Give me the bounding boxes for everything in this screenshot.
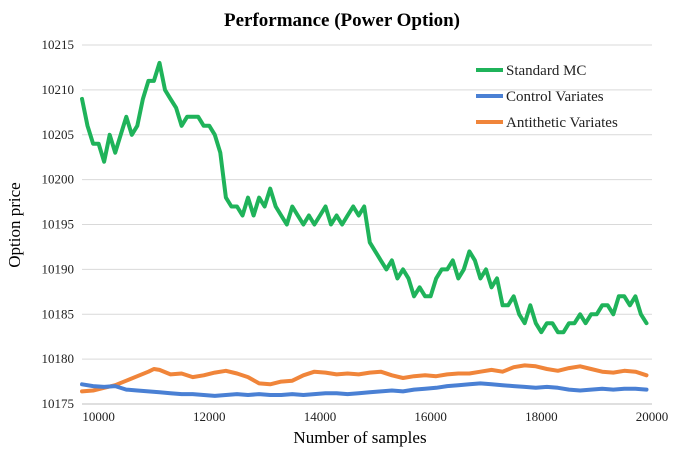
x-tick-label: 16000 [414, 409, 447, 424]
x-tick-label: 12000 [193, 409, 226, 424]
y-tick-label: 10175 [42, 396, 75, 411]
legend-label-standard-mc: Standard MC [506, 63, 586, 79]
series-line-control-variates [80, 381, 649, 398]
series-lines [80, 60, 649, 398]
legend-label-control-variates: Control Variates [506, 89, 604, 105]
y-tick-label: 10200 [42, 172, 75, 187]
legend: Standard MC Control Variates Antithetic Va… [476, 63, 618, 131]
x-tick-label: 20000 [636, 409, 669, 424]
y-tick-label: 10180 [42, 351, 75, 366]
x-axis-title: Number of samples [293, 428, 426, 447]
legend-label-antithetic-variates: Antithetic Variates [506, 115, 618, 131]
chart-title: Performance (Power Option) [224, 10, 460, 31]
y-tick-label: 10190 [42, 261, 75, 276]
x-tick-label: 10000 [82, 409, 115, 424]
x-tick-label: 14000 [304, 409, 337, 424]
gridlines [82, 44, 652, 360]
x-axis-ticks: 10000 12000 14000 16000 18000 20000 [82, 409, 668, 424]
x-tick-label: 18000 [525, 409, 558, 424]
y-tick-label: 10195 [42, 217, 75, 232]
y-tick-label: 10185 [42, 306, 75, 321]
series-line-antithetic-variates [80, 363, 649, 394]
y-tick-label: 10215 [42, 37, 75, 52]
y-axis-ticks: 10175 10180 10185 10190 10195 10200 10205 10210… [42, 37, 75, 411]
y-tick-label: 10205 [42, 127, 75, 142]
y-tick-label: 10210 [42, 82, 75, 97]
y-axis-title: Option price [5, 182, 24, 267]
series-line-standard-mc [80, 60, 649, 335]
